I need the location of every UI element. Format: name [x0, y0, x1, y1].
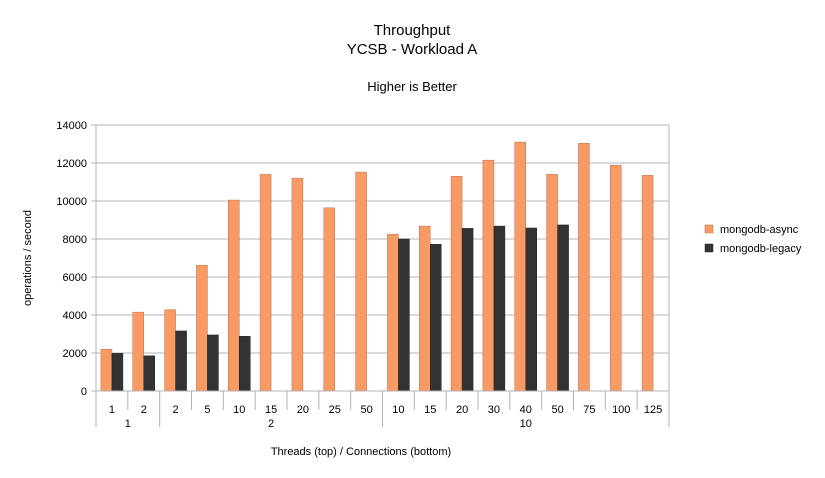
bar-mongodb-async — [514, 141, 526, 392]
x-tick-label: 15 — [265, 404, 277, 416]
bar-mongodb-async — [132, 311, 144, 392]
bar-mongodb-legacy — [493, 225, 506, 392]
bar-mongodb-legacy — [461, 228, 474, 392]
x-group-label: 2 — [268, 418, 274, 430]
bar-mongodb-async — [610, 165, 622, 392]
legend-swatch — [704, 243, 714, 253]
legend-label: mongodb-legacy — [720, 243, 802, 255]
bar-mongodb-async — [228, 199, 240, 392]
x-tick-label: 75 — [583, 404, 595, 416]
y-axis-label: operations / second — [22, 210, 34, 306]
x-tick-label: 50 — [551, 404, 563, 416]
bar-mongodb-async — [196, 264, 208, 392]
bar-mongodb-legacy — [398, 238, 410, 392]
bar-mongodb-async — [323, 207, 335, 392]
y-tick-label: 8000 — [63, 234, 87, 246]
x-tick-label: 5 — [204, 404, 210, 416]
x-tick-label: 1 — [109, 404, 115, 416]
x-tick-label: 125 — [644, 404, 662, 416]
x-tick-label: 2 — [141, 404, 147, 416]
chart-title: Throughput — [374, 22, 452, 39]
bars — [100, 141, 654, 392]
x-group-label: 10 — [520, 418, 532, 430]
x-tick-label: 20 — [456, 404, 468, 416]
legend-label: mongodb-async — [720, 224, 799, 236]
chart-note: Higher is Better — [367, 79, 457, 94]
bar-mongodb-legacy — [557, 224, 569, 392]
bar-mongodb-async — [450, 176, 463, 392]
y-tick-label: 2000 — [63, 348, 87, 360]
legend: mongodb-async mongodb-legacy — [704, 224, 802, 255]
bar-mongodb-async — [387, 234, 399, 392]
x-tick-label: 50 — [360, 404, 372, 416]
gridlines — [96, 124, 669, 392]
bar-mongodb-async — [419, 225, 431, 392]
x-tick-label: 10 — [233, 404, 245, 416]
x-tick-label: 2 — [173, 404, 179, 416]
bar-mongodb-async — [482, 159, 495, 392]
x-tick-label: 15 — [424, 404, 436, 416]
bar-mongodb-legacy — [430, 244, 442, 392]
x-tick-label: 25 — [329, 404, 341, 416]
bar-mongodb-legacy — [175, 330, 187, 392]
bar-mongodb-async — [291, 177, 304, 392]
bar-mongodb-async — [355, 171, 367, 392]
x-tick-label: 10 — [392, 404, 404, 416]
y-tick-label: 12000 — [56, 158, 87, 170]
y-tick-label: 0 — [81, 386, 87, 398]
y-tick-label: 6000 — [63, 272, 87, 284]
bar-mongodb-legacy — [525, 227, 537, 392]
bar-mongodb-legacy — [143, 355, 155, 392]
bar-mongodb-async — [641, 175, 654, 392]
y-tick-label: 4000 — [63, 310, 87, 322]
y-tick-label: 10000 — [56, 196, 87, 208]
bar-mongodb-async — [259, 174, 272, 392]
bar-mongodb-async — [100, 348, 113, 392]
bar-mongodb-async — [546, 174, 558, 392]
x-tick-label: 20 — [297, 404, 309, 416]
x-tick-label: 100 — [612, 404, 630, 416]
bar-mongodb-legacy — [239, 336, 251, 392]
legend-swatch — [704, 224, 714, 234]
x-tick-label: 40 — [520, 404, 532, 416]
chart-subtitle: YCSB - Workload A — [347, 41, 478, 58]
bar-mongodb-legacy — [111, 353, 124, 392]
bar-mongodb-async — [164, 309, 176, 392]
y-tick-label: 14000 — [56, 120, 87, 132]
bar-mongodb-legacy — [207, 334, 219, 392]
x-group-label: 1 — [125, 418, 131, 430]
x-tick-label: 30 — [488, 404, 500, 416]
x-axis-label: Threads (top) / Connections (bottom) — [271, 446, 451, 458]
bar-mongodb-async — [578, 142, 590, 392]
